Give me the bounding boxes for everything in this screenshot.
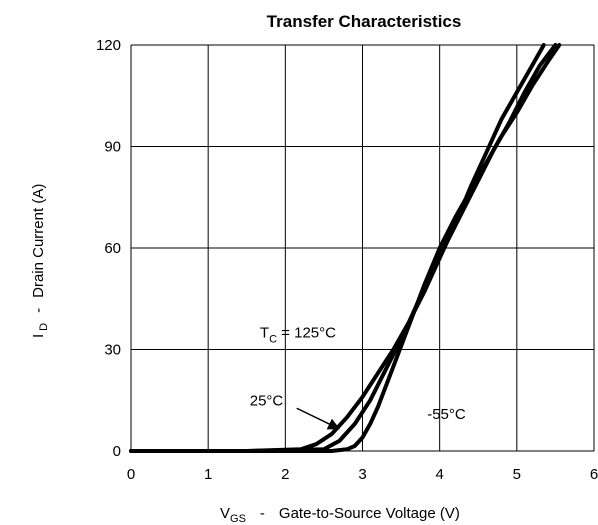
x-tick-label-0: 0 bbox=[127, 466, 135, 483]
y-axis-label: ID - Drain Current (A) bbox=[30, 184, 50, 338]
x-axis-label-sep: - bbox=[260, 505, 265, 522]
y-tick-label-120: 120 bbox=[96, 37, 121, 54]
series-curves bbox=[129, 43, 562, 453]
x-axis-label-main: V bbox=[220, 505, 230, 522]
annotation-25c: 25°C bbox=[250, 392, 284, 409]
annotation-minus55c: -55°C bbox=[427, 406, 466, 423]
series-line-55c bbox=[129, 43, 562, 453]
annotation-tc-main: T bbox=[260, 325, 269, 342]
chart-title: Transfer Characteristics bbox=[267, 12, 462, 31]
x-tick-label-3: 3 bbox=[358, 466, 366, 483]
y-axis-label-main: I bbox=[30, 334, 47, 338]
y-axis-label-sep: - bbox=[30, 308, 47, 313]
annotation-tc-rest: = 125°C bbox=[277, 325, 336, 342]
annotation-tc-sub: C bbox=[269, 334, 277, 346]
plot-grid bbox=[130, 44, 595, 452]
x-tick-label-6: 6 bbox=[590, 466, 598, 483]
annotation-tc-125: TC = 125°C bbox=[260, 325, 336, 346]
x-tick-label-2: 2 bbox=[281, 466, 289, 483]
y-tick-label-90: 90 bbox=[104, 139, 121, 156]
x-tick-label-1: 1 bbox=[204, 466, 212, 483]
y-tick-label-30: 30 bbox=[104, 342, 121, 359]
y-axis-label-rest: Drain Current (A) bbox=[30, 184, 47, 298]
annotation-25c-arrow bbox=[296, 407, 341, 430]
annotations: TC = 125°C 25°C -55°C bbox=[250, 325, 466, 430]
x-tick-label-5: 5 bbox=[513, 466, 521, 483]
y-axis-label-sub: D bbox=[38, 323, 50, 331]
x-tick-label-4: 4 bbox=[435, 466, 443, 483]
x-axis-label-sub: GS bbox=[230, 513, 246, 525]
y-tick-label-0: 0 bbox=[113, 443, 121, 460]
y-tick-label-60: 60 bbox=[104, 240, 121, 257]
x-axis-label: VGS - Gate-to-Source Voltage (V) bbox=[220, 505, 460, 525]
x-axis-label-rest: Gate-to-Source Voltage (V) bbox=[279, 505, 460, 522]
